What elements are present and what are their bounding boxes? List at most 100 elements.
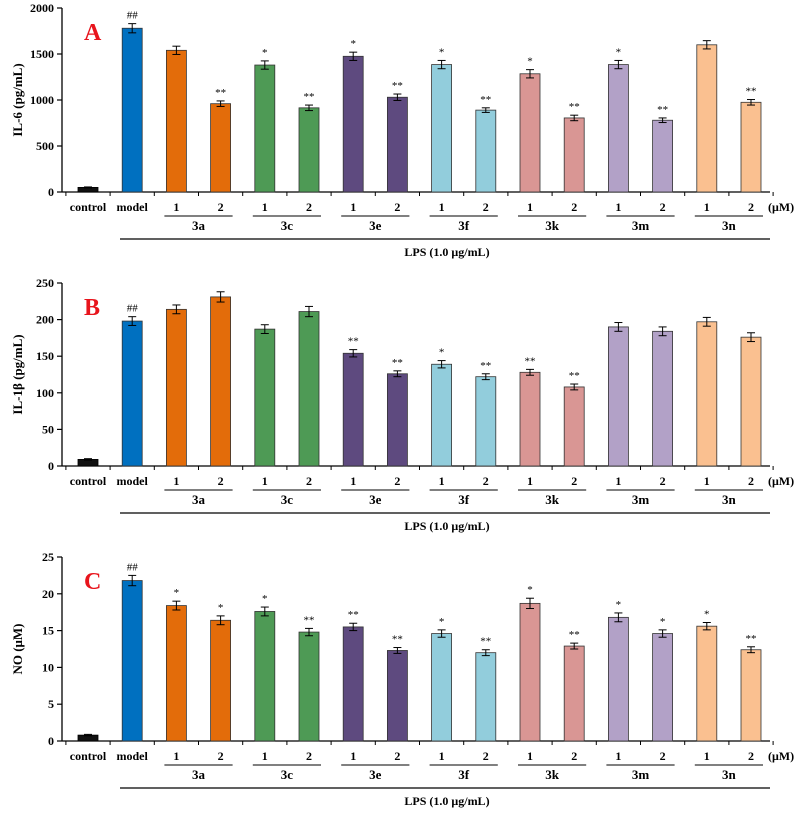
significance-mark: **: [525, 355, 536, 367]
significance-mark: **: [215, 87, 226, 99]
category-label: 2: [218, 474, 224, 488]
bar: [386, 373, 408, 467]
y-tick-label: 250: [36, 276, 54, 290]
category-label: 1: [704, 200, 710, 214]
significance-mark: *: [616, 46, 622, 58]
bar: [519, 73, 541, 193]
y-tick-label: 0: [48, 734, 54, 748]
bar: [431, 64, 453, 193]
group-label: 3m: [632, 492, 650, 507]
category-label: 1: [527, 200, 533, 214]
category-label: 1: [527, 749, 533, 763]
group-label: 3a: [192, 218, 206, 233]
bar: [740, 336, 762, 467]
category-label: 2: [483, 200, 489, 214]
group-label: 3c: [281, 492, 294, 507]
bar: [121, 320, 143, 467]
category-label: control: [70, 749, 107, 763]
y-tick-label: 150: [36, 349, 54, 363]
category-label: control: [70, 474, 107, 488]
significance-mark: *: [262, 47, 268, 59]
category-label: 1: [173, 474, 179, 488]
bar: [342, 55, 364, 193]
bar: [608, 64, 629, 193]
group-label: 3c: [281, 218, 294, 233]
y-tick-label: 100: [36, 386, 54, 400]
y-tick-label: 2000: [30, 1, 54, 15]
significance-mark: *: [527, 584, 533, 596]
bar: [431, 363, 453, 467]
significance-mark: *: [704, 609, 710, 621]
group-label: 3k: [545, 218, 560, 233]
significance-mark: **: [746, 86, 757, 98]
bar: [431, 633, 453, 742]
bar: [740, 649, 762, 742]
significance-mark: *: [350, 38, 356, 50]
category-label: 2: [306, 200, 312, 214]
category-label: 1: [439, 749, 445, 763]
category-label: 2: [748, 474, 754, 488]
group-label: 3e: [369, 218, 382, 233]
significance-mark: *: [262, 593, 268, 605]
group-label: 3m: [632, 767, 650, 782]
panel-letter: A: [84, 20, 102, 46]
y-axis-label: IL-6 (pg/mL): [10, 63, 25, 136]
bar: [210, 619, 232, 742]
lps-label: LPS (1.0 μg/mL): [404, 794, 489, 808]
y-tick-label: 15: [42, 624, 54, 638]
significance-mark: ##: [127, 10, 139, 22]
y-tick-label: 1500: [30, 47, 54, 61]
bar: [165, 308, 187, 467]
bar: [298, 631, 320, 742]
y-tick-label: 500: [36, 139, 54, 153]
bar: [475, 652, 497, 742]
bar: [563, 645, 585, 742]
category-label: 1: [173, 749, 179, 763]
bar: [254, 328, 276, 467]
group-label: 3a: [192, 767, 206, 782]
panel-a: A IL-6 (pg/mL) 0 500 1000 1500 2000 control ## mo…: [10, 1, 794, 259]
group-label: 3m: [632, 218, 650, 233]
bar: [386, 96, 408, 193]
significance-mark: **: [480, 360, 491, 372]
category-label: 2: [218, 200, 224, 214]
bar: [210, 103, 232, 193]
category-label: 1: [615, 474, 621, 488]
significance-mark: **: [304, 614, 315, 626]
category-label: 2: [483, 749, 489, 763]
category-label: 1: [527, 474, 533, 488]
bar: [475, 376, 497, 467]
category-label: 2: [748, 200, 754, 214]
category-label: 1: [615, 749, 621, 763]
category-label: 2: [660, 200, 666, 214]
group-label: 3f: [458, 767, 470, 782]
category-label: 2: [571, 749, 577, 763]
category-label: 2: [660, 749, 666, 763]
significance-mark: *: [527, 56, 533, 68]
category-label: 2: [394, 474, 400, 488]
significance-mark: *: [616, 599, 622, 611]
significance-mark: ##: [127, 561, 139, 573]
bar: [563, 117, 585, 193]
y-tick-label: 0: [48, 185, 54, 199]
significance-mark: *: [174, 587, 180, 599]
category-label: 1: [262, 474, 268, 488]
bar: [696, 625, 718, 742]
y-tick-label: 0: [48, 459, 54, 473]
bar: [652, 330, 673, 467]
bar: [696, 44, 718, 193]
bar: [475, 109, 497, 193]
unit-label: (μM): [768, 200, 794, 214]
category-label: 2: [571, 474, 577, 488]
category-label: 2: [483, 474, 489, 488]
category-label: 1: [173, 200, 179, 214]
group-label: 3e: [369, 492, 382, 507]
significance-mark: **: [746, 633, 757, 645]
category-label: 2: [306, 749, 312, 763]
category-label: model: [117, 474, 149, 488]
category-label: 2: [218, 749, 224, 763]
category-label: model: [117, 200, 149, 214]
y-tick-label: 10: [42, 660, 54, 674]
bar: [165, 49, 187, 193]
